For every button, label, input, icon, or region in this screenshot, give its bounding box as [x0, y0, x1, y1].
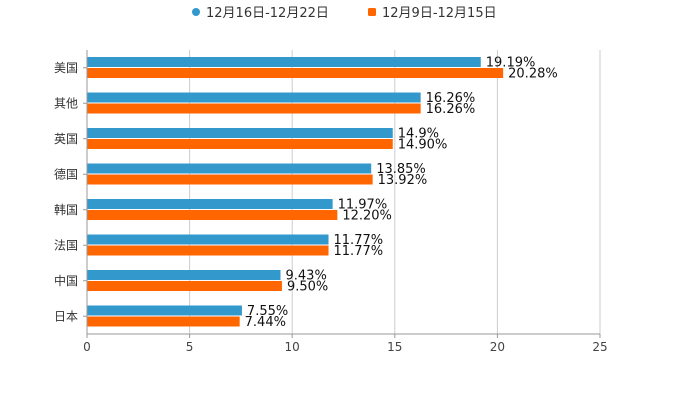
legend-label[interactable]: 12月16日-12月22日 — [206, 6, 329, 21]
bars — [87, 57, 504, 327]
labels: 0 5 10 15 20 25 美国 19.19%20.28% 其他 16.26%16.26% 英国… — [54, 56, 608, 355]
data-label: 7.44% — [245, 315, 286, 330]
data-label: 19.19% — [486, 56, 536, 71]
category-label: 法国 — [54, 238, 78, 252]
bar[interactable] — [87, 174, 373, 185]
data-label: 9.43% — [286, 269, 327, 284]
bar[interactable] — [87, 199, 333, 209]
bar[interactable] — [87, 103, 421, 114]
category-label: 韩国 — [54, 202, 78, 217]
x-tick-label: 15 — [387, 340, 402, 354]
x-tick-label: 20 — [490, 340, 505, 354]
data-label: 13.92% — [378, 173, 428, 188]
category-label: 日本 — [54, 309, 78, 323]
x-tick-label: 5 — [186, 340, 194, 354]
bar[interactable] — [87, 316, 240, 327]
data-label: 20.28% — [508, 67, 558, 82]
bar[interactable] — [87, 305, 242, 316]
category-label: 英国 — [54, 132, 78, 146]
bar[interactable] — [87, 92, 421, 103]
data-label: 14.9% — [398, 127, 439, 142]
data-label: 16.26% — [426, 91, 476, 106]
axes — [83, 50, 601, 338]
bar[interactable] — [87, 234, 329, 245]
legend[interactable]: 12月16日-12月22日 12月9日-12月15日 — [192, 6, 497, 21]
category-label: 美国 — [54, 61, 78, 75]
x-tick-label: 10 — [285, 340, 300, 354]
bar[interactable] — [87, 128, 393, 138]
legend-label[interactable]: 12月9日-12月15日 — [382, 6, 497, 21]
bar[interactable] — [87, 57, 481, 67]
legend-marker — [368, 8, 376, 16]
data-label: 11.97% — [338, 198, 388, 213]
bar[interactable] — [87, 245, 329, 256]
data-label: 16.26% — [426, 102, 476, 117]
category-label: 德国 — [54, 166, 78, 181]
legend-marker — [192, 8, 200, 16]
bar[interactable] — [87, 270, 281, 280]
data-label: 11.77% — [334, 233, 384, 248]
data-label: 12.20% — [342, 209, 392, 224]
category-label: 其他 — [54, 96, 78, 110]
data-label: 7.55% — [247, 304, 288, 319]
x-tick-label: 0 — [83, 340, 91, 354]
bar[interactable] — [87, 281, 282, 291]
data-label: 14.90% — [398, 138, 448, 153]
bar[interactable] — [87, 68, 504, 78]
data-label: 9.50% — [287, 280, 328, 295]
bar[interactable] — [87, 210, 338, 220]
data-label: 11.77% — [334, 244, 384, 259]
category-label: 中国 — [54, 273, 78, 288]
bar[interactable] — [87, 163, 372, 174]
bar[interactable] — [87, 139, 393, 149]
x-tick-label: 25 — [592, 340, 607, 354]
data-label: 13.85% — [376, 162, 426, 177]
